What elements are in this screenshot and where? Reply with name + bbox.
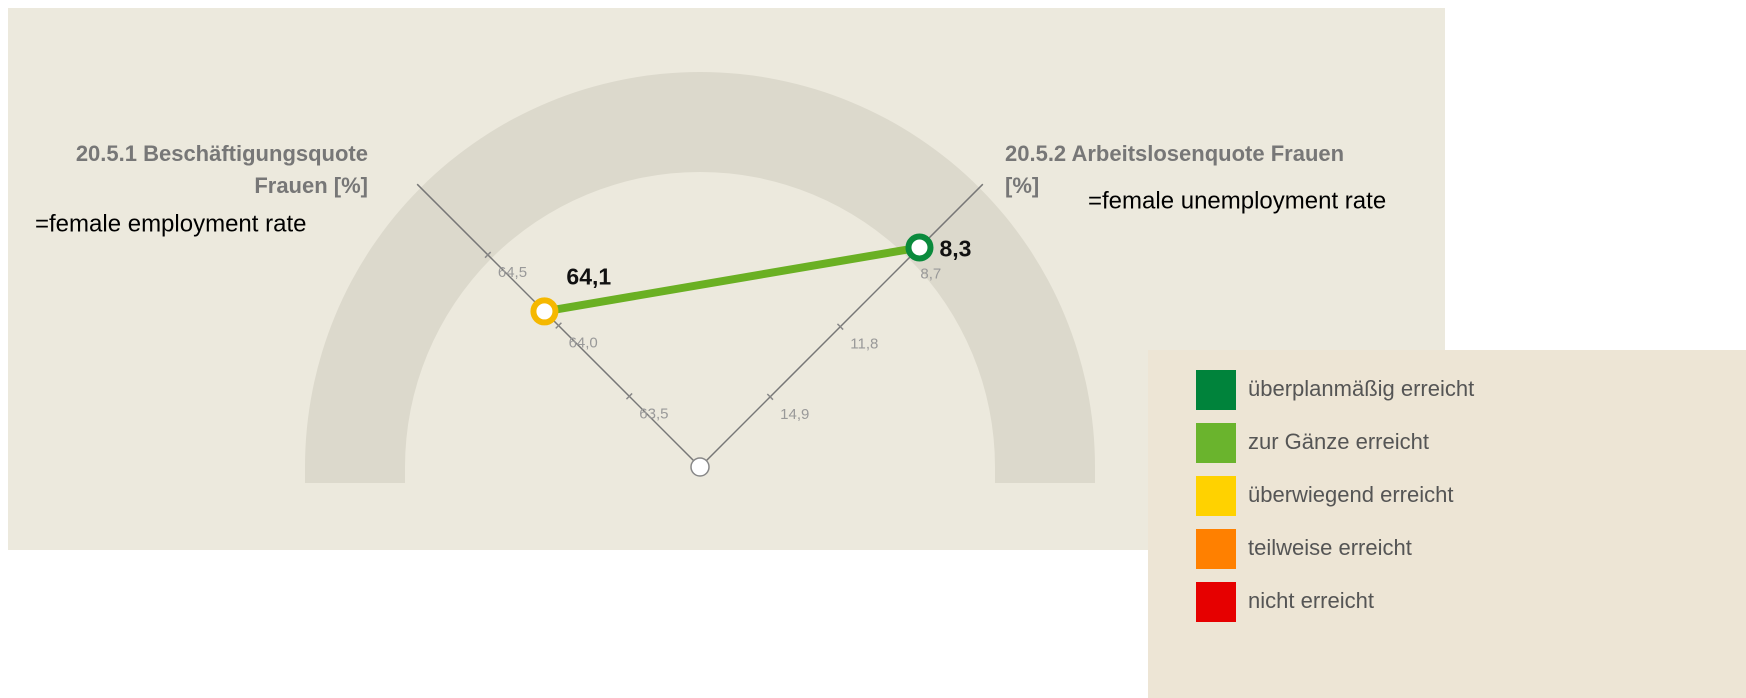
legend-label: überplanmäßig erreicht	[1248, 376, 1474, 401]
value-label: 64,1	[566, 264, 611, 290]
axis-line	[699, 183, 984, 468]
value-line	[543, 243, 921, 316]
legend-box	[1148, 350, 1746, 698]
tick-label: 11,8	[850, 336, 878, 353]
tick-mark	[766, 393, 774, 401]
tick-mark	[836, 323, 844, 331]
axis-title: 20.5.1 Beschäftigungsquote	[76, 141, 368, 166]
axis-title: 20.5.2 Arbeitslosenquote Frauen	[1005, 141, 1344, 166]
tick-label: 8,7	[920, 266, 941, 283]
tick-mark	[625, 392, 633, 400]
tick-label: 14,9	[780, 406, 809, 423]
legend-swatch	[1196, 582, 1236, 622]
legend-swatch	[1196, 476, 1236, 516]
tick-label: 64,0	[569, 335, 598, 352]
axis-title: [%]	[1005, 173, 1039, 198]
legend-label: teilweise erreicht	[1248, 535, 1412, 560]
tick-mark	[555, 322, 562, 329]
center-dot	[690, 457, 710, 477]
legend-swatch	[1196, 529, 1236, 569]
value-label: 8,3	[939, 236, 971, 262]
value-marker	[905, 233, 934, 262]
legend-label: zur Gänze erreicht	[1248, 429, 1429, 454]
annotation: =female unemployment rate	[1088, 187, 1386, 214]
value-marker	[530, 297, 559, 326]
gauge-band	[305, 72, 1095, 483]
tick-label: 63,5	[639, 405, 668, 422]
legend-label: nicht erreicht	[1248, 588, 1374, 613]
legend-label: überwiegend erreicht	[1248, 482, 1453, 507]
legend-swatch	[1196, 370, 1236, 410]
tick-mark	[484, 251, 492, 259]
legend-swatch	[1196, 423, 1236, 463]
axis-title: Frauen [%]	[254, 173, 368, 198]
annotation: =female employment rate	[35, 210, 306, 237]
tick-label: 64,5	[498, 264, 527, 281]
